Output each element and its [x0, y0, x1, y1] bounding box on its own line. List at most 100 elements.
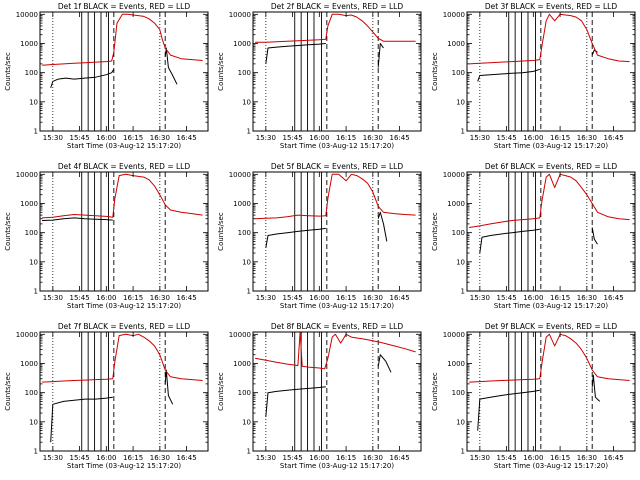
- x-tick-label: 16:30: [363, 294, 383, 302]
- lld-series-line: [42, 173, 203, 219]
- panel-title: Det 7f BLACK = Events, RED = LLD: [58, 322, 191, 331]
- plot-frame: [466, 11, 636, 132]
- x-tick-label: 15:30: [256, 134, 276, 142]
- events-series-line: [477, 374, 601, 431]
- x-axis-label: Start Time (03-Aug-12 15:17:20): [67, 462, 181, 470]
- x-tick-label: 15:45: [496, 294, 516, 302]
- y-tick-label: 10: [29, 98, 38, 106]
- x-tick-label: 16:30: [577, 454, 597, 462]
- lld-series-line: [42, 13, 203, 66]
- x-tick-label: 15:45: [282, 294, 302, 302]
- y-tick-label: 1000: [447, 200, 465, 208]
- x-tick-label: 15:45: [69, 294, 89, 302]
- x-tick-label: 15:45: [69, 454, 89, 462]
- y-tick-label: 1: [461, 128, 465, 136]
- lld-series-line: [255, 173, 416, 220]
- y-tick-label: 1000: [233, 360, 251, 368]
- y-tick-label: 10000: [443, 11, 465, 19]
- y-tick-label: 100: [452, 389, 465, 397]
- panel-title: Det 8f BLACK = Events, RED = LLD: [271, 322, 404, 331]
- y-tick-label: 10: [456, 98, 465, 106]
- plot-frame: [39, 331, 209, 452]
- x-tick-label: 16:15: [336, 134, 356, 142]
- x-tick-label: 15:30: [470, 294, 490, 302]
- chart-panel: Det 1f BLACK = Events, RED = LLD 1 10 100 10…: [4, 2, 209, 150]
- x-tick-label: 16:00: [523, 134, 543, 142]
- y-tick-label: 1: [34, 128, 38, 136]
- y-tick-label: 100: [238, 69, 251, 77]
- plot-frame: [39, 11, 209, 132]
- y-tick-label: 10: [29, 418, 38, 426]
- y-tick-label: 1000: [447, 360, 465, 368]
- x-tick-label: 16:15: [550, 134, 570, 142]
- y-tick-label: 100: [25, 389, 38, 397]
- x-tick-label: 16:30: [363, 454, 383, 462]
- x-tick-label: 16:15: [123, 134, 143, 142]
- chart-panel: Det 2f BLACK = Events, RED = LLD 1 10 100 10…: [217, 2, 422, 150]
- chart-panel: Det 7f BLACK = Events, RED = LLD 1 10 100 10…: [4, 322, 209, 470]
- x-tick-label: 16:45: [177, 454, 197, 462]
- y-tick-label: 10000: [16, 11, 38, 19]
- y-tick-label: 1: [34, 288, 38, 296]
- x-tick-label: 15:30: [256, 454, 276, 462]
- lld-series-line: [255, 332, 416, 370]
- y-tick-label: 10000: [16, 331, 38, 339]
- lld-series-line: [255, 13, 416, 43]
- x-tick-label: 16:45: [177, 134, 197, 142]
- events-series-line: [50, 369, 174, 443]
- x-axis-label: Start Time (03-Aug-12 15:17:20): [67, 302, 181, 310]
- x-axis-label: Start Time (03-Aug-12 15:17:20): [280, 462, 394, 470]
- y-tick-label: 100: [25, 69, 38, 77]
- x-tick-label: 16:00: [309, 294, 329, 302]
- y-tick-label: 10000: [229, 11, 251, 19]
- y-tick-label: 10: [242, 258, 251, 266]
- x-tick-label: 16:45: [604, 454, 624, 462]
- panel-title: Det 3f BLACK = Events, RED = LLD: [485, 2, 618, 11]
- panel-title: Det 1f BLACK = Events, RED = LLD: [58, 2, 191, 11]
- x-axis-label: Start Time (03-Aug-12 15:17:20): [494, 462, 608, 470]
- x-tick-label: 16:00: [96, 454, 116, 462]
- x-tick-label: 16:00: [523, 454, 543, 462]
- x-tick-label: 16:45: [390, 454, 410, 462]
- y-axis-label: Counts/sec: [217, 52, 225, 91]
- y-axis-label: Counts/sec: [431, 212, 439, 251]
- chart-panel: Det 8f BLACK = Events, RED = LLD 1 10 100 10…: [217, 322, 422, 470]
- x-tick-label: 16:00: [523, 294, 543, 302]
- y-tick-label: 10000: [229, 331, 251, 339]
- y-axis-label: Counts/sec: [217, 212, 225, 251]
- x-tick-label: 15:30: [256, 294, 276, 302]
- y-tick-label: 1: [247, 288, 251, 296]
- x-tick-label: 15:45: [282, 134, 302, 142]
- y-tick-label: 1: [247, 128, 251, 136]
- y-tick-label: 1000: [20, 40, 38, 48]
- y-tick-label: 10000: [229, 171, 251, 179]
- chart-panel: Det 6f BLACK = Events, RED = LLD 1 10 100 10…: [431, 162, 636, 310]
- x-tick-label: 15:30: [43, 134, 63, 142]
- x-axis-label: Start Time (03-Aug-12 15:17:20): [280, 142, 394, 150]
- chart-panel: Det 9f BLACK = Events, RED = LLD 1 10 100 10…: [431, 322, 636, 470]
- x-tick-label: 15:45: [496, 134, 516, 142]
- x-axis-label: Start Time (03-Aug-12 15:17:20): [494, 142, 608, 150]
- x-tick-label: 16:30: [150, 454, 170, 462]
- x-tick-label: 16:45: [604, 294, 624, 302]
- plot-frame: [252, 11, 422, 132]
- y-tick-label: 1: [461, 288, 465, 296]
- x-tick-label: 16:15: [123, 294, 143, 302]
- panel-title: Det 5f BLACK = Events, RED = LLD: [271, 162, 404, 171]
- x-tick-label: 16:00: [309, 454, 329, 462]
- x-tick-label: 16:15: [550, 454, 570, 462]
- x-tick-label: 16:15: [550, 294, 570, 302]
- events-series-line: [265, 43, 384, 68]
- x-tick-label: 16:30: [577, 134, 597, 142]
- y-tick-label: 10000: [16, 171, 38, 179]
- x-tick-label: 16:00: [96, 294, 116, 302]
- plot-frame: [252, 171, 422, 292]
- y-tick-label: 10000: [443, 331, 465, 339]
- events-series-line: [265, 211, 388, 248]
- y-tick-label: 1000: [233, 40, 251, 48]
- x-tick-label: 16:30: [150, 134, 170, 142]
- x-tick-label: 16:45: [604, 134, 624, 142]
- x-tick-label: 16:30: [577, 294, 597, 302]
- events-series-line: [477, 49, 598, 82]
- y-axis-label: Counts/sec: [217, 372, 225, 411]
